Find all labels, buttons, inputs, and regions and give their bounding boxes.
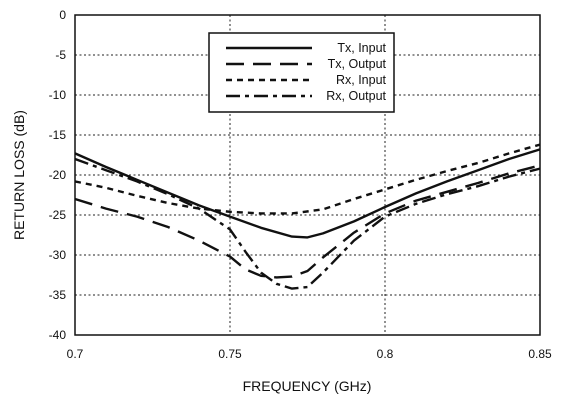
legend-label-rx-output: Rx, Output [326, 89, 386, 103]
y-tick-label: -25 [49, 208, 67, 222]
x-tick-label: 0.8 [377, 347, 394, 361]
y-tick-label: -30 [49, 248, 67, 262]
series-line-tx-input [74, 148, 541, 239]
y-tick-label: -10 [49, 88, 67, 102]
x-tick-label: 0.7 [67, 347, 84, 361]
data-series [74, 143, 541, 290]
legend-box [208, 32, 395, 113]
series-line-tx-output [74, 164, 541, 279]
legend-entries: Tx, Input Tx, Output Rx, Input Rx, Output [226, 41, 387, 103]
tick-labels: 0.7 0.75 0.8 0.85 0 -5 -10 -15 -20 -25 -30 -35 -40 [49, 8, 552, 361]
y-tick-label: -40 [49, 328, 67, 342]
x-axis-title: FREQUENCY (GHz) [243, 378, 372, 394]
y-tick-label: -15 [49, 128, 67, 142]
x-tick-label: 0.75 [218, 347, 242, 361]
y-tick-label: -5 [55, 48, 66, 62]
y-tick-label: -20 [49, 168, 67, 182]
x-tick-label: 0.85 [528, 347, 552, 361]
legend: Tx, Input Tx, Output Rx, Input Rx, Output [208, 32, 395, 113]
y-tick-label: 0 [59, 8, 66, 22]
legend-label-rx-input: Rx, Input [336, 73, 387, 87]
series-line-rx-input [74, 143, 541, 215]
y-axis-title: RETURN LOSS (dB) [11, 110, 27, 240]
legend-label-tx-input: Tx, Input [337, 41, 386, 55]
series-line-rx-output [74, 157, 541, 290]
legend-label-tx-output: Tx, Output [328, 57, 387, 71]
plot-frame [74, 14, 541, 336]
y-tick-label: -35 [49, 288, 67, 302]
